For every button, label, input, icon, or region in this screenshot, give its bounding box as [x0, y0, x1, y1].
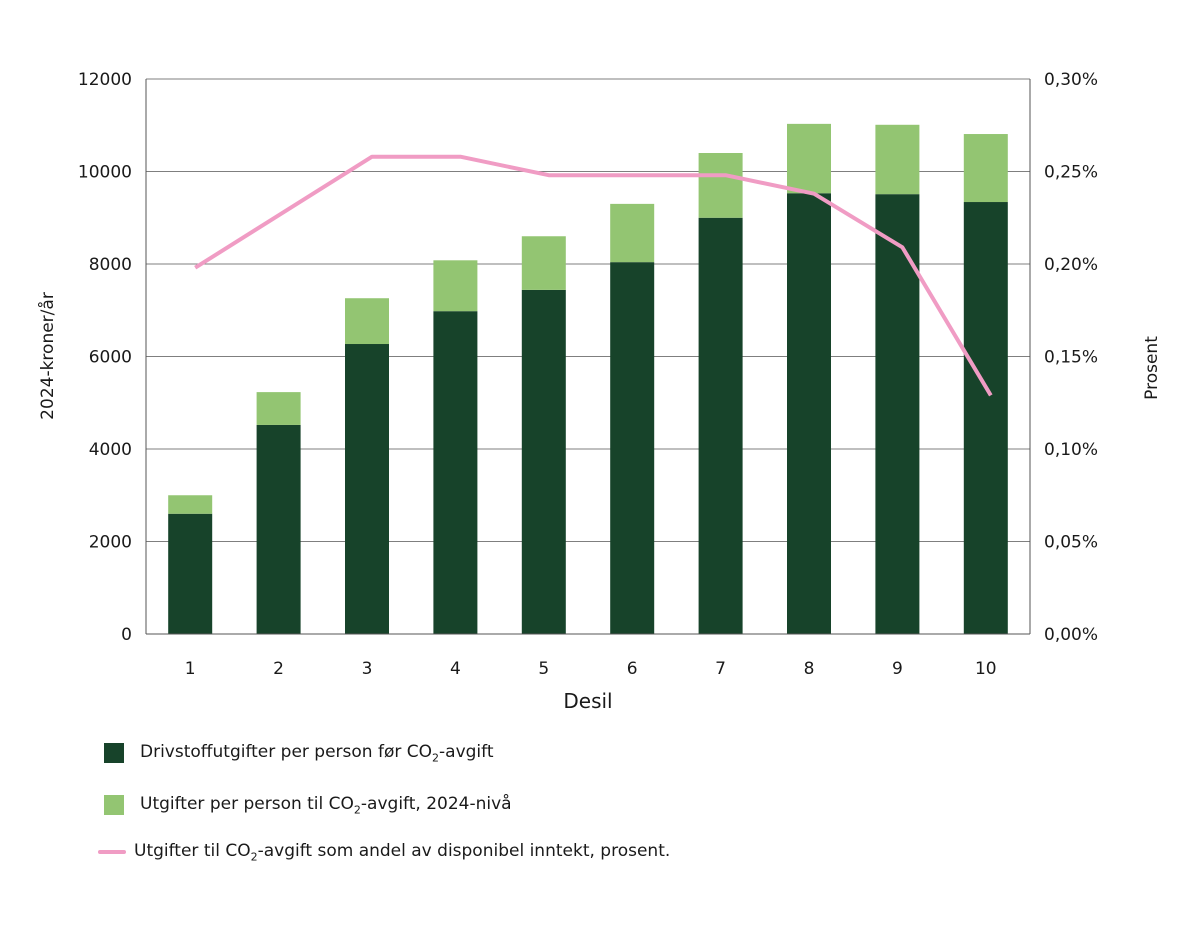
bar-segment-fuel	[875, 194, 920, 634]
y-right-tick-label: 0,20%	[1044, 255, 1098, 275]
bar-segment-fuel	[787, 193, 831, 635]
x-tick-label: 1	[185, 659, 196, 679]
y-tick-label: 8000	[89, 255, 132, 275]
legend-label: Utgifter til CO2-avgift som andel av dis…	[134, 841, 671, 864]
y-tick-label: 4000	[89, 440, 132, 460]
legend-line	[98, 850, 126, 855]
legend-label: Drivstoffutgifter per person før CO2-avg…	[140, 742, 494, 765]
bars	[168, 123, 1008, 635]
x-tick-label: 2	[273, 659, 284, 679]
legend-item-share: Utgifter til CO2-avgift som andel av dis…	[98, 841, 670, 863]
bar-segment-co2	[610, 203, 655, 263]
y-axis-label: 2024-kroner/år	[37, 292, 58, 420]
bar-segment-fuel	[698, 217, 743, 634]
y-tick-label: 12000	[78, 70, 132, 90]
y-right-tick-label: 0,30%	[1044, 70, 1098, 90]
bar-segment-fuel	[610, 262, 655, 634]
y-right-tick-label: 0,10%	[1044, 440, 1098, 460]
bar-segment-co2	[345, 298, 389, 345]
legend-item-fuel: Drivstoffutgifter per person før CO2-avg…	[98, 742, 494, 764]
bar-segment-fuel	[433, 311, 478, 634]
bar-segment-co2	[521, 236, 566, 290]
bar-segment-co2	[698, 153, 743, 218]
bar-segment-fuel	[963, 202, 1008, 634]
bar-segment-fuel	[168, 513, 213, 634]
x-tick-label: 8	[804, 659, 815, 679]
y-tick-label: 0	[121, 625, 132, 645]
bar-segment-fuel	[345, 344, 389, 634]
y-tick-label: 6000	[89, 348, 132, 368]
bar-segment-co2	[433, 260, 478, 312]
x-tick-label: 7	[715, 659, 726, 679]
x-axis-label: Desil	[563, 689, 612, 713]
legend-label: Utgifter per person til CO2-avgift, 2024…	[140, 794, 512, 817]
legend-item-co2: Utgifter per person til CO2-avgift, 2024…	[98, 794, 512, 816]
y-axis-right-label: Prosent	[1142, 336, 1162, 400]
x-tick-label: 9	[892, 659, 903, 679]
y-right-tick-label: 0,15%	[1044, 348, 1098, 368]
legend-swatch	[104, 795, 124, 816]
x-tick-label: 10	[975, 659, 997, 679]
bar-segment-co2	[168, 495, 213, 514]
bar-segment-co2	[875, 124, 920, 195]
y-right-tick-label: 0,00%	[1044, 625, 1098, 645]
bar-segment-co2	[963, 134, 1008, 203]
axes: 0 2000 4000 6000 8000 10000 12000 0,00% 0,05% 0,1…	[78, 70, 1098, 679]
x-tick-label: 3	[362, 659, 373, 679]
y-tick-label: 2000	[89, 533, 132, 553]
y-right-tick-label: 0,05%	[1044, 533, 1098, 553]
x-tick-label: 4	[450, 659, 461, 679]
line-path	[194, 154, 993, 397]
x-tick-label: 5	[538, 659, 549, 679]
bar-segment-fuel	[256, 424, 301, 634]
bar-segment-fuel	[521, 289, 566, 634]
y-right-tick-label: 0,25%	[1044, 163, 1098, 183]
x-tick-label: 6	[627, 659, 638, 679]
bar-segment-co2	[787, 123, 831, 194]
line-series	[194, 154, 993, 397]
legend-swatch	[104, 743, 124, 764]
y-tick-label: 10000	[78, 163, 132, 183]
bar-segment-co2	[256, 392, 301, 425]
